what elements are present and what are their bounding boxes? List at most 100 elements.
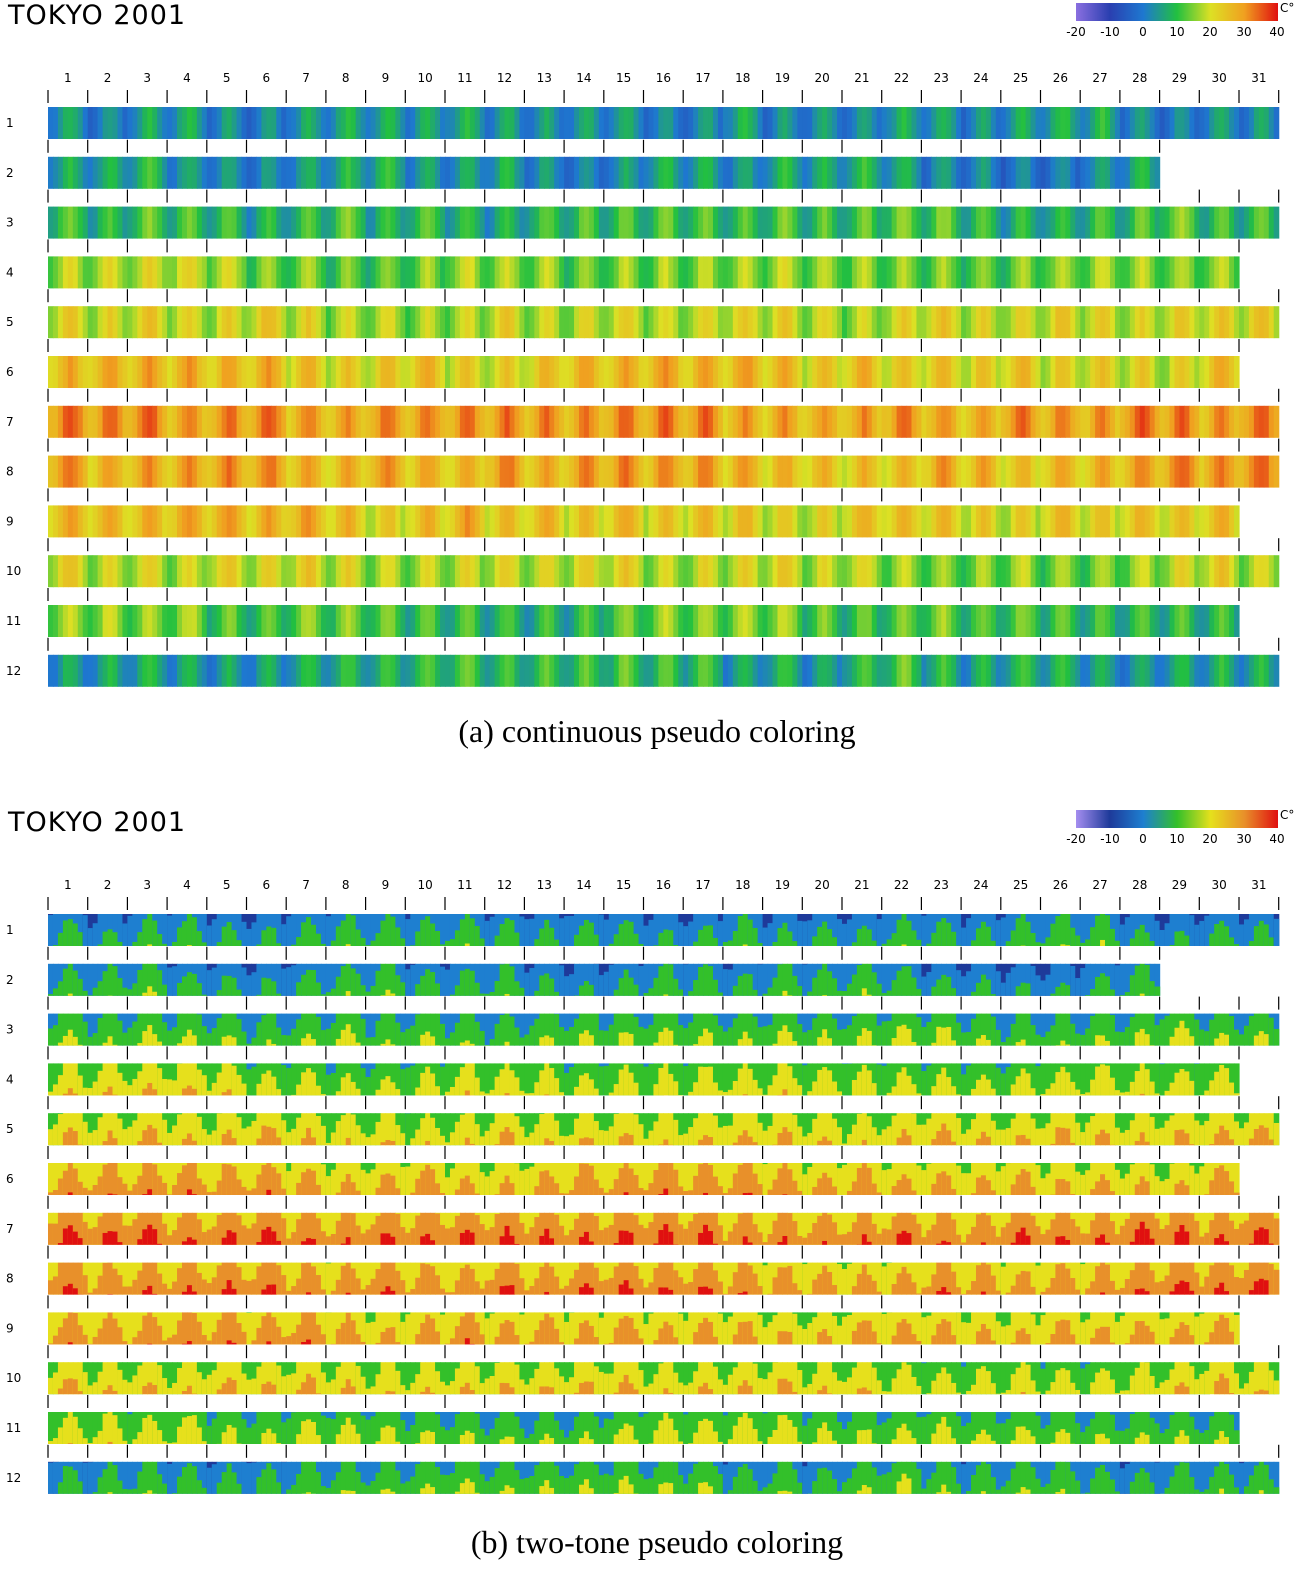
temp-cell bbox=[529, 405, 535, 438]
temp-cell-upper bbox=[936, 979, 942, 996]
temp-cell bbox=[445, 256, 451, 289]
temp-cell bbox=[360, 356, 367, 388]
temp-cell bbox=[410, 306, 416, 339]
temp-cell bbox=[67, 555, 74, 588]
temp-cell-lower bbox=[370, 963, 377, 996]
temp-cell bbox=[1209, 605, 1215, 637]
temp-cell-upper bbox=[311, 1039, 317, 1046]
temp-cell bbox=[281, 505, 287, 538]
temp-cell-upper bbox=[172, 1027, 178, 1046]
temp-cell bbox=[494, 107, 501, 139]
temp-cell bbox=[1030, 455, 1037, 488]
temp-cell-upper bbox=[445, 940, 451, 946]
temp-cell-upper bbox=[618, 978, 625, 996]
temp-cell bbox=[971, 605, 977, 637]
day-label: 26 bbox=[1053, 71, 1068, 85]
temp-cell-upper bbox=[216, 990, 223, 996]
temp-cell-upper bbox=[514, 981, 521, 996]
temp-cell bbox=[856, 654, 863, 687]
temp-cell bbox=[494, 605, 501, 637]
temp-cell bbox=[633, 455, 640, 488]
temp-cell bbox=[1219, 654, 1225, 687]
temp-cell bbox=[315, 605, 322, 637]
temp-cell-upper bbox=[658, 966, 664, 996]
temp-cell-upper bbox=[410, 964, 416, 996]
temp-cell bbox=[459, 306, 466, 339]
temp-cell bbox=[757, 306, 764, 339]
temp-cell-lower bbox=[653, 1013, 659, 1046]
temp-cell-upper bbox=[1035, 975, 1042, 996]
temp-cell bbox=[345, 206, 352, 239]
temp-cell bbox=[360, 306, 367, 339]
temp-cell bbox=[822, 405, 828, 438]
temp-cell bbox=[876, 206, 883, 239]
temp-cell-upper bbox=[1154, 1025, 1161, 1046]
temp-cell bbox=[921, 654, 927, 687]
temp-cell bbox=[554, 107, 560, 139]
temp-cell-lower bbox=[97, 914, 104, 946]
temp-cell-upper bbox=[162, 1022, 168, 1046]
temp-cell bbox=[961, 455, 967, 488]
temp-cell bbox=[77, 405, 84, 438]
day-label: 17 bbox=[695, 878, 710, 892]
temp-cell bbox=[990, 107, 997, 139]
temp-cell-upper bbox=[633, 933, 640, 946]
temp-cell bbox=[638, 555, 645, 588]
temp-cell-upper bbox=[390, 1044, 396, 1046]
temp-cell bbox=[1129, 455, 1136, 488]
temp-cell bbox=[246, 206, 253, 239]
temp-cell bbox=[211, 356, 218, 388]
temp-cell bbox=[985, 306, 992, 339]
temp-cell-upper bbox=[623, 969, 630, 996]
temp-cell-upper bbox=[320, 994, 327, 996]
temp-cell-upper bbox=[132, 1021, 138, 1046]
temp-cell bbox=[1085, 555, 1091, 588]
temp-cell bbox=[971, 256, 977, 289]
temp-cell bbox=[1204, 555, 1210, 588]
temp-cell bbox=[812, 605, 818, 637]
temp-cell bbox=[286, 505, 292, 538]
temp-cell bbox=[1189, 505, 1195, 538]
temp-cell-upper bbox=[752, 1016, 759, 1046]
temp-cell bbox=[97, 107, 104, 139]
temp-cell bbox=[87, 455, 94, 488]
temp-cell bbox=[449, 206, 456, 239]
temp-cell bbox=[881, 555, 888, 588]
temp-cell bbox=[936, 605, 942, 637]
temp-cell bbox=[102, 356, 109, 388]
day-ticks bbox=[47, 488, 1240, 502]
temp-cell-upper bbox=[355, 1042, 362, 1046]
temp-cell bbox=[276, 455, 282, 488]
temp-cell bbox=[598, 156, 605, 189]
temp-cell bbox=[618, 256, 625, 289]
temp-cell-upper bbox=[777, 1030, 784, 1046]
temp-cell bbox=[1070, 555, 1076, 588]
temp-cell-upper bbox=[876, 1025, 883, 1046]
temp-cell bbox=[941, 107, 947, 139]
temp-cell bbox=[127, 405, 133, 438]
temp-cell-upper bbox=[172, 941, 178, 946]
temp-cell bbox=[296, 654, 302, 687]
temp-cell bbox=[618, 356, 625, 388]
temp-cell bbox=[1174, 107, 1181, 139]
temp-cell-lower bbox=[191, 1013, 198, 1046]
temp-cell bbox=[1109, 306, 1116, 339]
month-label: 7 bbox=[6, 415, 14, 429]
temp-cell-lower bbox=[1085, 914, 1091, 946]
temp-cell bbox=[181, 455, 188, 488]
temp-cell bbox=[117, 405, 124, 438]
temp-cell bbox=[137, 306, 143, 339]
temp-cell bbox=[82, 605, 89, 637]
temp-cell bbox=[330, 107, 337, 139]
temp-cell-upper bbox=[226, 975, 233, 996]
temp-cell bbox=[772, 505, 779, 538]
temp-cell bbox=[509, 156, 516, 189]
temp-cell bbox=[87, 605, 94, 637]
temp-cell bbox=[777, 356, 784, 388]
temp-cell bbox=[102, 654, 109, 687]
temp-cell bbox=[256, 206, 262, 239]
temp-cell-lower bbox=[966, 1013, 972, 1046]
temp-cell bbox=[370, 654, 377, 687]
temp-cell bbox=[410, 405, 416, 438]
temp-cell bbox=[946, 654, 952, 687]
